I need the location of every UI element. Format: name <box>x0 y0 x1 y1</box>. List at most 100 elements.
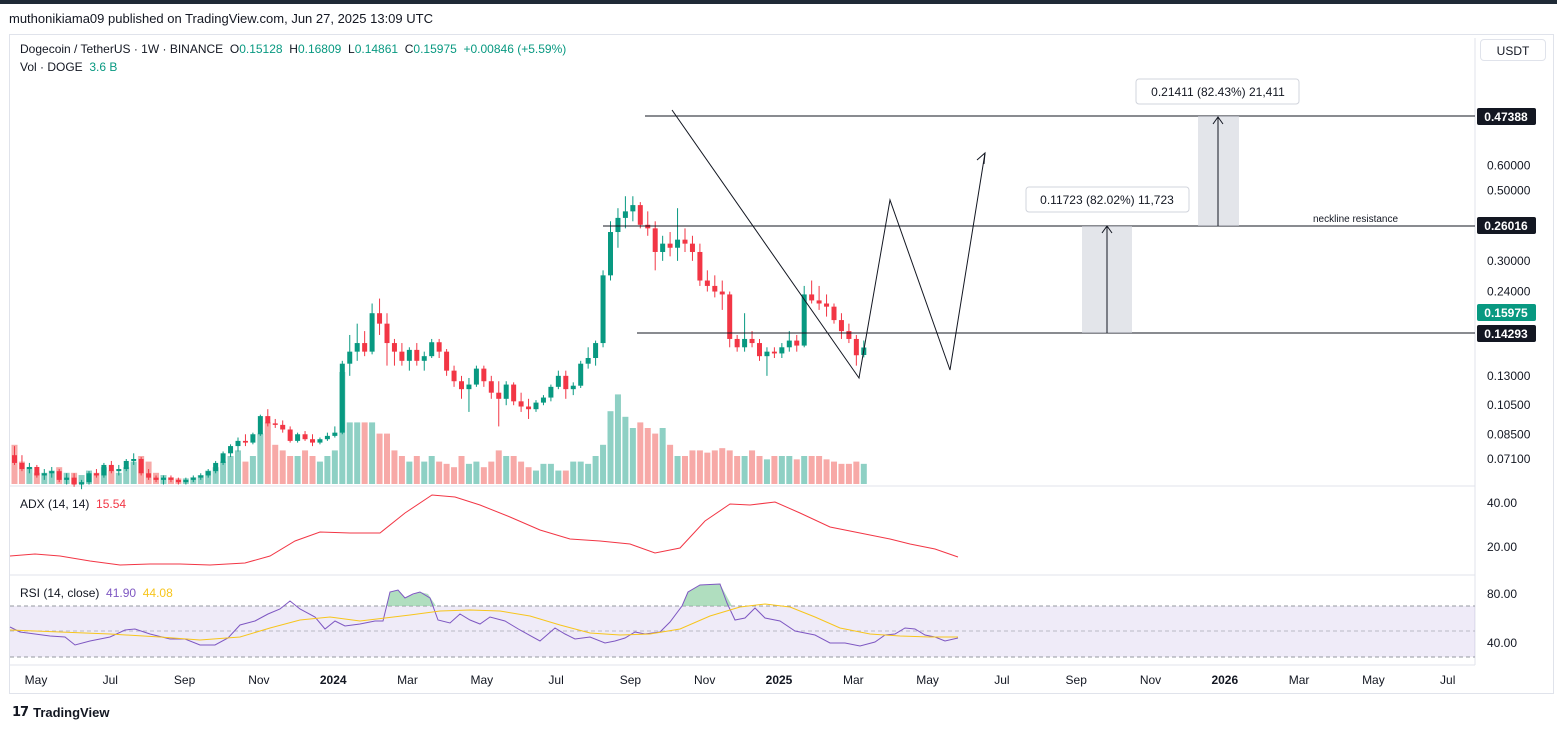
symbol-name[interactable]: Dogecoin / TetherUS · 1W · BINANCE <box>20 42 224 56</box>
chart-frame <box>9 34 1554 694</box>
rsi-tick-label: 40.00 <box>1487 636 1517 650</box>
candle-body <box>481 368 487 382</box>
candle-body <box>719 291 725 295</box>
candle-body <box>310 439 315 443</box>
volume-value: 3.6 B <box>89 60 118 74</box>
volume-bar <box>510 456 517 484</box>
candle-body <box>846 331 852 339</box>
measure-label-1: 0.11723 (82.02%) 11,723 <box>1040 193 1174 207</box>
candle-body <box>712 285 718 292</box>
price-tick-label: 0.07100 <box>1487 452 1531 466</box>
candle-body <box>406 349 412 361</box>
volume-bar <box>622 416 629 484</box>
candle-body <box>444 351 450 371</box>
candle-body <box>838 320 844 332</box>
price-tick-label: 0.60000 <box>1487 159 1531 173</box>
candle-body <box>302 434 308 440</box>
candle-body <box>459 381 464 390</box>
volume-bar <box>696 450 703 484</box>
volume-bar <box>726 450 733 484</box>
candle-body <box>570 385 576 390</box>
badge-neckline-text: 0.26016 <box>1484 219 1528 233</box>
time-tick-label: May <box>916 673 939 687</box>
volume-bar <box>115 472 122 484</box>
rsi-line <box>9 583 959 647</box>
volume-bar <box>734 456 741 484</box>
candle-body <box>354 343 360 352</box>
volume-bar <box>398 456 405 484</box>
candle-body <box>220 453 226 463</box>
volume-bar <box>577 461 584 484</box>
volume-bar <box>644 428 651 484</box>
volume-bar <box>93 472 100 484</box>
candle-body <box>801 294 807 346</box>
volume-bar <box>749 450 756 484</box>
price-tick-label: 0.24000 <box>1487 285 1531 299</box>
volume-bar <box>689 450 696 484</box>
candle-body <box>101 464 107 476</box>
volume-bar <box>823 459 830 484</box>
volume-bar <box>562 470 569 484</box>
candle-body <box>168 477 174 480</box>
time-tick-label: Nov <box>1140 673 1161 687</box>
adx-tick-label: 40.00 <box>1487 496 1517 510</box>
candle-body <box>630 205 636 212</box>
measure-arrowhead-1 <box>1101 225 1113 234</box>
volume-bar <box>600 444 607 484</box>
candle-body <box>79 482 85 485</box>
candle-body <box>473 368 479 385</box>
oscillator-axes[interactable]: 40.00 20.00 80.00 40.00 <box>1487 496 1517 650</box>
volume-bar <box>786 456 793 484</box>
high-value: 0.16809 <box>297 42 342 56</box>
candle-body <box>317 439 323 443</box>
pattern-drawing[interactable] <box>671 109 986 380</box>
volume-bar <box>652 433 659 484</box>
open-value: 0.15128 <box>239 42 283 56</box>
volume-bar <box>220 461 227 484</box>
currency-button[interactable]: USDT <box>1480 39 1546 61</box>
price-tick-label: 0.10500 <box>1487 398 1531 412</box>
candle-body <box>146 473 152 478</box>
candle-body <box>436 342 442 352</box>
candle-body <box>86 473 92 483</box>
symbol-legend: Dogecoin / TetherUS · 1W · BINANCE O0.15… <box>20 42 566 56</box>
volume-bar <box>816 456 823 484</box>
time-axis[interactable]: May Jul Sep Nov 2024 Mar May Jul Sep Nov 2025 Mar Ma… <box>25 673 1456 687</box>
top-strip <box>0 0 1557 4</box>
volume-bar <box>227 456 234 484</box>
volume-bar <box>585 463 592 484</box>
candle-body <box>26 466 32 470</box>
volume-bar <box>413 456 420 484</box>
volume-bar <box>540 463 547 484</box>
volume-bar <box>853 461 860 484</box>
candle-body <box>205 471 211 476</box>
tradingview-branding[interactable]: 17 TradingView <box>12 705 109 720</box>
candles <box>12 196 867 490</box>
adx-label[interactable]: ADX (14, 14) <box>20 497 90 511</box>
volume-bar <box>264 422 271 484</box>
candle-body <box>637 205 643 225</box>
candle-body <box>287 429 293 441</box>
candle-body <box>622 211 628 218</box>
volume-bar <box>473 461 480 484</box>
candle-body <box>466 384 472 390</box>
volume-bar <box>741 456 748 484</box>
volume-bar <box>629 428 636 484</box>
rsi-label[interactable]: RSI (14, close) <box>20 586 100 600</box>
candle-body <box>548 386 554 398</box>
candle-body <box>242 440 248 443</box>
time-tick-label: Mar <box>843 673 864 687</box>
candle-body <box>332 432 338 436</box>
time-tick-label: May <box>470 673 493 687</box>
candle-body <box>93 473 99 476</box>
volume-bar <box>18 461 25 484</box>
volume-label[interactable]: Vol · DOGE <box>20 60 83 74</box>
badge-last-price <box>1477 304 1536 321</box>
rsi-value: 41.90 <box>106 586 137 600</box>
time-tick-label: Mar <box>397 673 418 687</box>
badge-last-price-text: 0.15975 <box>1484 306 1528 320</box>
neckline-label: neckline resistance <box>1313 214 1398 225</box>
volume-bar <box>458 456 465 484</box>
high-label: H <box>289 42 298 56</box>
